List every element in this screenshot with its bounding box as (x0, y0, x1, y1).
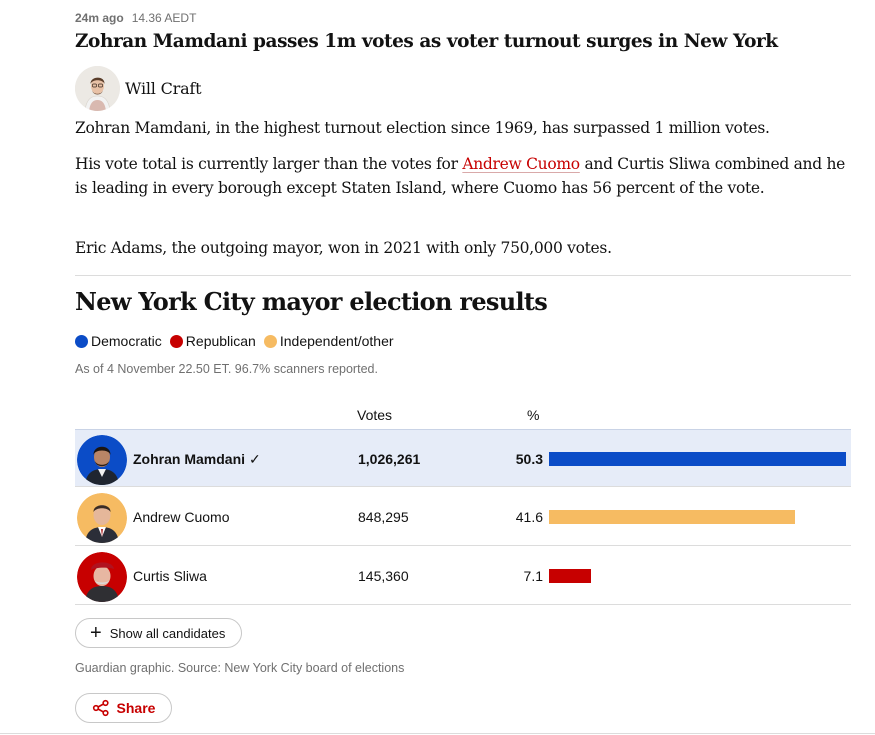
bottom-divider (0, 733, 875, 734)
share-icon (92, 699, 110, 717)
share-label: Share (116, 700, 156, 716)
legend-label-democratic: Democratic (91, 333, 162, 349)
results-row: Zohran Mamdani ✓ 1,026,261 50.3 (75, 429, 851, 487)
plus-icon: + (90, 622, 102, 644)
legend-dot-democratic (75, 334, 88, 348)
legend-label-independent: Independent/other (279, 333, 394, 349)
post-timestamp: 24m ago 14.36 AEDT (75, 11, 196, 25)
candidate-name: Zohran Mamdani ✓ (133, 451, 261, 468)
bar-sliwa (549, 569, 591, 583)
candidate-percent: 7.1 (523, 568, 543, 584)
column-header-percent: % (527, 407, 540, 423)
bar-cuomo (549, 510, 795, 524)
candidate-votes: 1,026,261 (358, 451, 421, 467)
body-paragraph-1: Zohran Mamdani, in the highest turnout e… (75, 119, 770, 137)
candidate-name-text: Zohran Mamdani (133, 451, 246, 467)
legend-republican: Republican (169, 333, 256, 349)
divider (75, 275, 851, 276)
legend-dot-independent (263, 334, 277, 348)
candidate-avatar-sliwa (77, 552, 127, 602)
body-paragraph-2: His vote total is currently larger than … (75, 152, 851, 200)
legend-dot-republican (169, 334, 183, 348)
results-row: Curtis Sliwa 145,360 7.1 (75, 547, 851, 605)
legend-democratic: Democratic (75, 333, 162, 349)
bar-mamdani (549, 452, 846, 466)
byline: Will Craft (75, 65, 202, 111)
author-name[interactable]: Will Craft (125, 78, 202, 98)
winner-check-icon: ✓ (249, 451, 261, 467)
column-header-votes: Votes (357, 407, 393, 423)
candidate-percent: 41.6 (515, 509, 543, 525)
graphic-source: Guardian graphic. Source: New York City … (75, 661, 405, 675)
candidate-percent: 50.3 (515, 451, 543, 467)
results-note: As of 4 November 22.50 ET. 96.7% scanner… (75, 362, 378, 376)
graphic-title: New York City mayor election results (75, 287, 548, 316)
candidate-name: Andrew Cuomo (133, 509, 230, 525)
time-ago[interactable]: 24m ago (75, 11, 124, 25)
post-headline: Zohran Mamdani passes 1m votes as voter … (75, 31, 778, 52)
candidate-name: Curtis Sliwa (133, 568, 207, 584)
share-button[interactable]: Share (75, 693, 172, 723)
body-paragraph-3: Eric Adams, the outgoing mayor, won in 2… (75, 239, 612, 257)
candidate-avatar-mamdani (77, 435, 127, 485)
p2-text-before: His vote total is currently larger than … (75, 155, 463, 173)
legend-label-republican: Republican (185, 333, 256, 349)
author-avatar (75, 65, 120, 111)
candidate-votes: 145,360 (358, 568, 409, 584)
candidate-votes: 848,295 (358, 509, 409, 525)
legend-independent: Independent/other (263, 333, 394, 349)
candidate-avatar-cuomo (77, 493, 127, 543)
party-legend: Democratic Republican Independent/other (75, 333, 402, 349)
results-row: Andrew Cuomo 848,295 41.6 (75, 488, 851, 546)
andrew-cuomo-link[interactable]: Andrew Cuomo (462, 155, 580, 173)
time-exact: 14.36 AEDT (131, 11, 197, 25)
p2-text-after: and Curtis Sliwa combined and he is lead… (75, 155, 846, 197)
show-all-label: Show all candidates (109, 625, 226, 641)
show-all-candidates-button[interactable]: + Show all candidates (75, 618, 243, 648)
